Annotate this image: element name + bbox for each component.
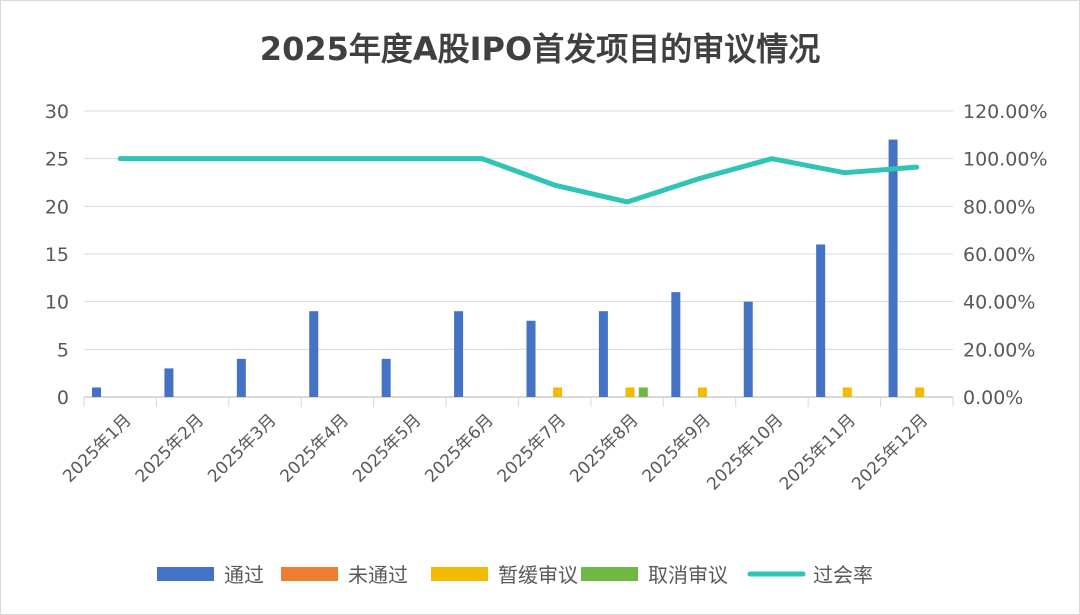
x-tick-label: 2025年1月: [59, 410, 135, 486]
y-tick-label: 0: [57, 387, 69, 409]
legend-label: 过会率: [813, 563, 873, 587]
bar-通过: [671, 292, 681, 397]
line-过会率: [117, 156, 920, 205]
legend-label: 通过: [224, 563, 264, 587]
bar-通过: [526, 320, 536, 397]
y2-tick-label: 0.00%: [963, 387, 1023, 409]
bar-通过: [164, 368, 174, 397]
x-tick-label: 2025年4月: [277, 410, 353, 486]
y-tick-label: 20: [45, 196, 69, 218]
bar-通过: [816, 244, 826, 397]
bar-通过: [598, 311, 608, 397]
x-tick-label: 2025年5月: [349, 410, 425, 486]
y2-tick-label: 100.00%: [963, 149, 1048, 171]
x-tick-label: 2025年6月: [421, 410, 497, 486]
x-tick-label: 2025年11月: [776, 410, 860, 494]
bar-暂缓审议: [625, 387, 635, 397]
y-tick-label: 15: [45, 244, 69, 266]
chart-title: 2025年度A股IPO首发项目的审议情况: [260, 30, 820, 68]
y2-tick-label: 80.00%: [963, 196, 1035, 218]
bar-暂缓审议: [842, 387, 852, 397]
y-tick-label: 25: [45, 149, 69, 171]
legend-swatch-未通过: [281, 567, 338, 581]
x-tick-label: 2025年7月: [494, 410, 570, 486]
legend-swatch-通过: [157, 567, 214, 581]
bar-通过: [381, 358, 391, 397]
y2-tick-label: 60.00%: [963, 244, 1035, 266]
x-tick-label: 2025年3月: [204, 410, 280, 486]
bar-暂缓审议: [697, 387, 707, 397]
bar-暂缓审议: [553, 387, 563, 397]
y2-tick-label: 20.00%: [963, 339, 1035, 361]
legend-label: 暂缓审议: [498, 563, 578, 587]
legend-label: 取消审议: [648, 563, 728, 587]
legend-swatch-取消审议: [581, 567, 638, 581]
y-tick-label: 30: [45, 101, 69, 123]
x-tick-label: 2025年9月: [639, 410, 715, 486]
bar-通过: [309, 311, 319, 397]
bar-暂缓审议: [915, 387, 925, 397]
bar-通过: [743, 301, 753, 397]
bar-取消审议: [638, 387, 648, 397]
y2-tick-label: 120.00%: [963, 101, 1048, 123]
legend-swatch-暂缓审议: [431, 567, 488, 581]
bar-通过: [888, 139, 898, 397]
x-tick-label: 2025年10月: [703, 410, 787, 494]
x-tick-label: 2025年12月: [848, 410, 932, 494]
bar-通过: [236, 358, 246, 397]
bar-通过: [454, 311, 464, 397]
legend-label: 未通过: [348, 563, 408, 587]
y-tick-label: 10: [45, 292, 69, 314]
y-tick-label: 5: [57, 339, 69, 361]
bar-通过: [92, 387, 101, 397]
x-tick-label: 2025年2月: [132, 410, 208, 486]
y2-tick-label: 40.00%: [963, 292, 1035, 314]
x-tick-label: 2025年8月: [566, 410, 642, 486]
